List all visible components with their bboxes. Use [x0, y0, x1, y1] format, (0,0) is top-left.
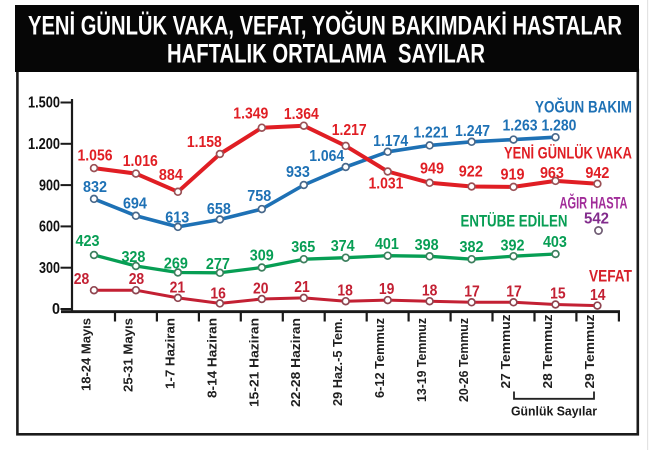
- svg-text:21: 21: [170, 280, 186, 297]
- svg-text:18-24 Mayıs: 18-24 Mayıs: [79, 318, 94, 391]
- svg-text:1.200: 1.200: [28, 136, 60, 153]
- svg-text:963: 963: [540, 165, 564, 182]
- svg-text:20-26 Temmuz: 20-26 Temmuz: [456, 318, 471, 402]
- svg-text:YOĞUN BAKIM: YOĞUN BAKIM: [535, 97, 632, 116]
- svg-text:17: 17: [464, 284, 480, 301]
- svg-text:15-21 Haziran: 15-21 Haziran: [246, 318, 261, 407]
- svg-text:0: 0: [52, 301, 60, 318]
- svg-text:382: 382: [460, 239, 484, 256]
- svg-text:13-19 Temmuz: 13-19 Temmuz: [414, 318, 429, 402]
- svg-text:374: 374: [331, 238, 355, 255]
- svg-text:600: 600: [39, 219, 60, 236]
- svg-text:VEFAT: VEFAT: [589, 267, 632, 286]
- svg-text:29 Haz.-5 Tem.: 29 Haz.-5 Tem.: [330, 318, 345, 406]
- svg-text:27 Temmuz: 27 Temmuz: [498, 314, 513, 388]
- svg-text:28: 28: [129, 271, 145, 288]
- svg-text:14: 14: [590, 287, 606, 304]
- svg-text:309: 309: [250, 248, 274, 265]
- svg-text:423: 423: [76, 233, 100, 250]
- svg-text:28 Temmuz: 28 Temmuz: [540, 314, 555, 388]
- svg-text:933: 933: [286, 164, 310, 181]
- svg-text:300: 300: [39, 260, 60, 277]
- svg-text:658: 658: [207, 201, 231, 218]
- svg-text:900: 900: [39, 177, 60, 194]
- svg-text:17: 17: [506, 284, 522, 301]
- svg-text:403: 403: [543, 234, 567, 251]
- svg-text:15: 15: [550, 285, 566, 302]
- svg-text:18: 18: [422, 283, 438, 300]
- svg-text:1.221: 1.221: [413, 124, 448, 141]
- svg-text:1.056: 1.056: [78, 147, 113, 164]
- svg-text:613: 613: [165, 209, 189, 226]
- svg-text:919: 919: [501, 167, 525, 184]
- svg-text:6-12 Temmuz: 6-12 Temmuz: [372, 318, 387, 398]
- svg-text:542: 542: [584, 211, 609, 228]
- svg-text:8-14 Haziran: 8-14 Haziran: [204, 318, 219, 398]
- svg-text:401: 401: [375, 236, 399, 253]
- svg-text:832: 832: [83, 179, 107, 196]
- svg-text:277: 277: [206, 256, 230, 273]
- svg-text:942: 942: [585, 165, 609, 182]
- svg-text:20: 20: [253, 280, 269, 297]
- svg-text:398: 398: [415, 237, 439, 254]
- svg-text:1.158: 1.158: [187, 134, 222, 151]
- svg-text:694: 694: [123, 195, 147, 212]
- svg-text:YENİ GÜNLÜK VAKA: YENİ GÜNLÜK VAKA: [504, 144, 632, 163]
- svg-text:16: 16: [210, 285, 226, 302]
- svg-text:22-28 Haziran: 22-28 Haziran: [288, 318, 303, 407]
- svg-text:1-7 Haziran: 1-7 Haziran: [162, 318, 177, 389]
- svg-text:YENİ GÜNLÜK VAKA, VEFAT, YOĞUN: YENİ GÜNLÜK VAKA, VEFAT, YOĞUN BAKIMDAKİ…: [28, 11, 622, 41]
- svg-text:949: 949: [420, 161, 444, 178]
- svg-text:1.064: 1.064: [309, 148, 344, 165]
- svg-text:1.500: 1.500: [28, 95, 60, 112]
- svg-text:25-31 Mayıs: 25-31 Mayıs: [120, 318, 135, 392]
- svg-text:29 Temmuz: 29 Temmuz: [582, 314, 597, 388]
- svg-text:758: 758: [247, 188, 271, 205]
- svg-text:21: 21: [294, 279, 310, 296]
- svg-text:1.217: 1.217: [332, 122, 367, 139]
- svg-text:1.174: 1.174: [373, 133, 408, 150]
- svg-text:365: 365: [291, 239, 315, 256]
- svg-text:18: 18: [337, 283, 353, 300]
- svg-text:328: 328: [121, 249, 145, 266]
- svg-text:1.263: 1.263: [503, 118, 538, 135]
- svg-text:HAFTALIK ORTALAMA SAYILAR: HAFTALIK ORTALAMA SAYILAR: [167, 39, 485, 69]
- svg-text:884: 884: [159, 167, 183, 184]
- svg-text:1.364: 1.364: [284, 106, 319, 123]
- svg-text:1.247: 1.247: [455, 123, 490, 140]
- svg-text:1.280: 1.280: [541, 118, 576, 135]
- svg-text:Günlük Sayılar: Günlük Sayılar: [511, 404, 597, 419]
- svg-text:AĞIR HASTA: AĞIR HASTA: [560, 193, 628, 212]
- svg-text:ENTÜBE EDİLEN: ENTÜBE EDİLEN: [461, 211, 568, 230]
- svg-text:1.349: 1.349: [233, 106, 268, 123]
- svg-text:19: 19: [379, 281, 395, 298]
- svg-text:1.031: 1.031: [368, 176, 403, 193]
- svg-text:269: 269: [164, 256, 188, 273]
- svg-text:28: 28: [74, 271, 90, 288]
- svg-text:1.016: 1.016: [123, 153, 158, 170]
- svg-text:392: 392: [501, 237, 525, 254]
- svg-text:922: 922: [459, 163, 483, 180]
